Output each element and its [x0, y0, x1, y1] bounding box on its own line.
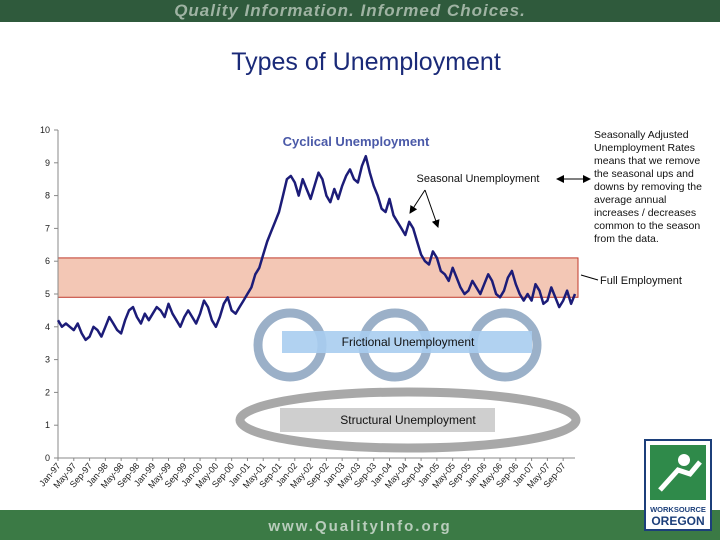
y-tick-label: 0	[45, 453, 50, 463]
y-tick-label: 10	[40, 125, 50, 135]
seasonal-label: Seasonal Unemployment	[417, 173, 540, 185]
y-tick-label: 1	[45, 420, 50, 430]
frictional-box	[282, 331, 532, 353]
structural-box	[280, 408, 495, 432]
arrow	[424, 189, 440, 228]
frictional-label: Frictional Unemployment	[342, 335, 475, 349]
top-banner	[0, 0, 720, 22]
slide-title: Types of Unemployment	[231, 48, 501, 76]
full-employment-band	[57, 257, 579, 298]
y-tick-label: 6	[45, 256, 50, 266]
logo-text: WORKSOURCE	[650, 505, 706, 514]
y-tick-label: 9	[45, 158, 50, 168]
footer-url: www.QualityInfo.org	[267, 518, 451, 535]
chart-title: Cyclical Unemployment	[283, 134, 430, 149]
y-tick-label: 3	[45, 355, 50, 365]
arrow	[409, 189, 426, 214]
banner-text: Quality Information. Informed Choices.	[174, 1, 526, 20]
logo-text: OREGON	[651, 514, 704, 528]
y-tick-label: 7	[45, 223, 50, 233]
y-tick-label: 8	[45, 191, 50, 201]
structural-label: Structural Unemployment	[340, 413, 476, 427]
leader	[580, 274, 599, 281]
full-employment-label: Full Employment	[600, 275, 682, 287]
structural-swirl	[235, 387, 581, 453]
y-tick-label: 2	[45, 387, 50, 397]
series-line	[56, 154, 577, 342]
bottom-banner	[0, 510, 720, 540]
y-tick-label: 4	[45, 322, 50, 332]
logo-figure	[678, 454, 690, 466]
logo-figure	[658, 460, 702, 492]
note: Seasonally Adjusted Unemployment Rates m…	[594, 129, 702, 245]
y-tick-label: 5	[45, 289, 50, 299]
